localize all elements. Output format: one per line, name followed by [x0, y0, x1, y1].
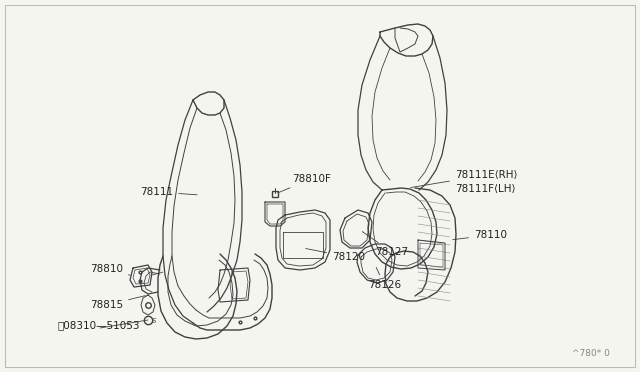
Text: Ⓝ08310—51053: Ⓝ08310—51053 [57, 320, 140, 330]
Text: 78111F⟨LH⟩: 78111F⟨LH⟩ [455, 184, 515, 194]
Text: 78815: 78815 [90, 296, 145, 310]
Text: S: S [152, 318, 157, 324]
Text: 78810F: 78810F [278, 174, 331, 193]
Text: ^780* 0: ^780* 0 [572, 349, 610, 358]
Text: 78111E⟨RH⟩: 78111E⟨RH⟩ [411, 170, 518, 187]
Text: 78110: 78110 [452, 230, 507, 240]
Text: 78810: 78810 [90, 264, 131, 275]
Text: 78126: 78126 [368, 267, 401, 290]
Text: 78120: 78120 [306, 248, 365, 262]
Text: 78127: 78127 [362, 232, 408, 257]
Text: 78111: 78111 [140, 187, 197, 197]
